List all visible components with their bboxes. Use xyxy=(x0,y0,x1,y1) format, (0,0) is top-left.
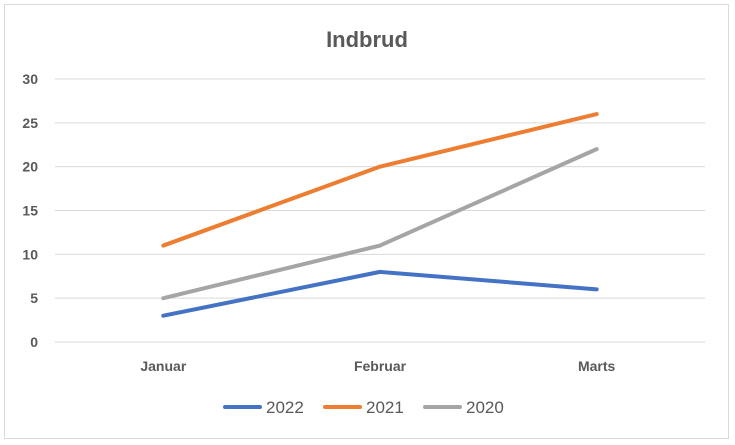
series-line-2020 xyxy=(161,147,599,301)
y-tick-label-20: 20 xyxy=(22,159,38,175)
y-tick-label-5: 5 xyxy=(30,290,38,306)
y-tick-label-30: 30 xyxy=(22,71,38,87)
y-tick-label-25: 25 xyxy=(22,115,38,131)
series-line-2021 xyxy=(161,112,599,248)
chart-title: Indbrud xyxy=(326,27,408,52)
legend-label-2021: 2021 xyxy=(366,398,404,417)
series-line-2022 xyxy=(161,269,599,318)
series-lines xyxy=(161,112,599,318)
legend: 2022 2021 2020 xyxy=(223,398,504,417)
x-tick-label-marts: Marts xyxy=(578,358,616,374)
y-tick-label-0: 0 xyxy=(30,334,38,350)
gridlines xyxy=(55,78,705,343)
x-tick-label-februar: Februar xyxy=(354,358,407,374)
y-tick-label-15: 15 xyxy=(22,203,38,219)
y-axis-tick-labels: 0 5 10 15 20 25 30 xyxy=(22,71,38,350)
chart-frame xyxy=(4,4,729,439)
legend-label-2020: 2020 xyxy=(466,398,504,417)
legend-label-2022: 2022 xyxy=(266,398,304,417)
x-tick-label-januar: Januar xyxy=(140,358,186,374)
x-axis-tick-labels: Januar Februar Marts xyxy=(140,358,615,374)
y-tick-label-10: 10 xyxy=(22,246,38,262)
